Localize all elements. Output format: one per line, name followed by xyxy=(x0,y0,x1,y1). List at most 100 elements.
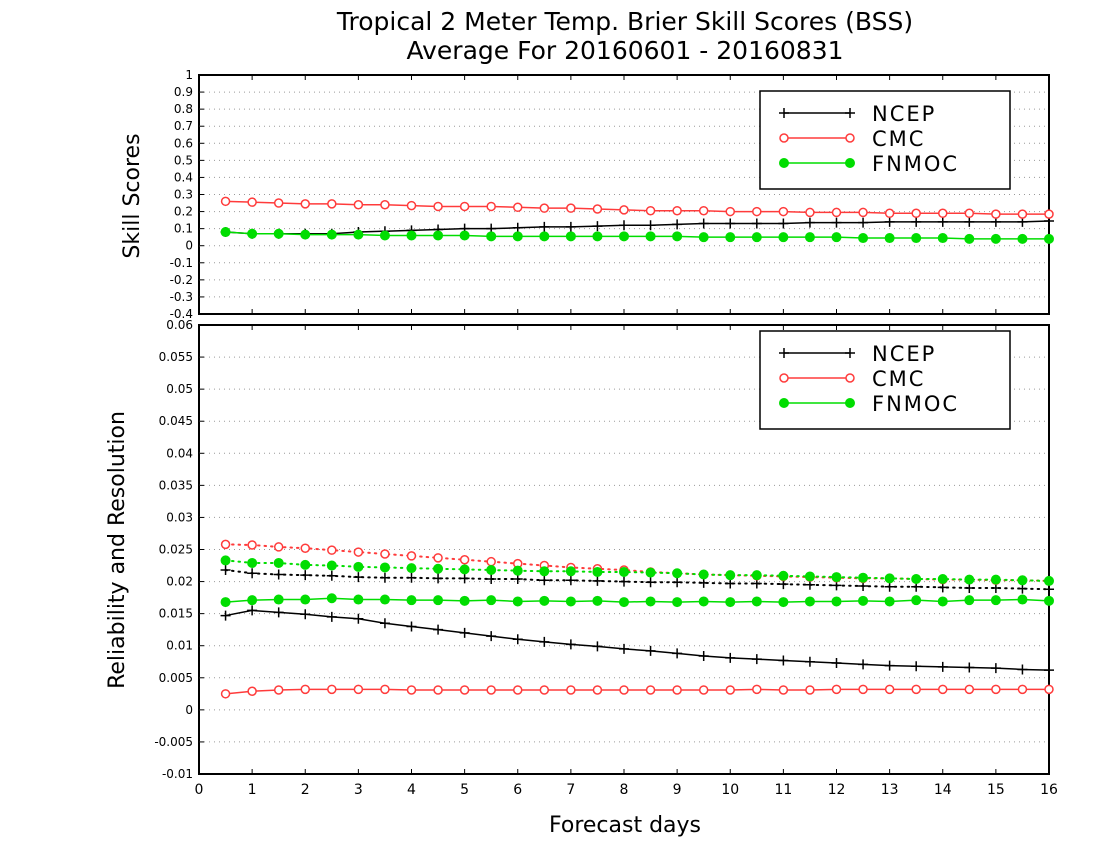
data-point xyxy=(831,596,842,607)
data-point xyxy=(990,663,1001,674)
data-point xyxy=(406,595,417,606)
x-axis-label: Forecast days xyxy=(549,813,701,838)
chart-title: Tropical 2 Meter Temp. Brier Skill Score… xyxy=(336,7,913,36)
data-point xyxy=(858,595,869,606)
data-point xyxy=(512,231,523,242)
data-point xyxy=(805,207,815,218)
data-point xyxy=(1044,209,1054,219)
data-point xyxy=(884,573,895,584)
y-tick-label: 0.1 xyxy=(174,222,193,236)
data-point xyxy=(778,685,789,695)
legend-label-fnmoc: FNMOC xyxy=(872,392,959,416)
data-point xyxy=(220,227,231,238)
data-point xyxy=(1044,684,1054,695)
data-point xyxy=(565,639,576,650)
data-point xyxy=(592,566,603,577)
data-point xyxy=(406,685,417,695)
data-point xyxy=(565,566,576,577)
y-tick-label: -0.4 xyxy=(170,307,193,321)
legend-label-ncep: NCEP xyxy=(872,342,936,366)
data-point xyxy=(937,596,948,607)
data-point xyxy=(433,201,443,212)
data-point xyxy=(433,624,444,635)
data-point xyxy=(327,684,337,695)
data-point xyxy=(300,199,310,209)
x-tick-label: 4 xyxy=(407,782,416,798)
legend-marker xyxy=(845,398,855,408)
y-tick-label: 0.055 xyxy=(159,350,193,364)
y-tick-label: 0.025 xyxy=(159,543,193,557)
data-point xyxy=(326,593,337,604)
data-point xyxy=(672,577,683,588)
y-tick-label: 0.035 xyxy=(159,478,193,492)
x-tick-label: 8 xyxy=(620,782,629,798)
data-point xyxy=(459,230,470,241)
data-point xyxy=(804,656,815,667)
data-point xyxy=(406,551,417,561)
x-tick-label: 2 xyxy=(301,782,310,798)
y-tick-label: 0.3 xyxy=(174,188,193,202)
data-point xyxy=(725,652,736,663)
data-point xyxy=(512,596,523,607)
legend-marker xyxy=(845,348,855,358)
data-point xyxy=(380,549,390,559)
legend-label-ncep: NCEP xyxy=(872,102,936,126)
data-point xyxy=(513,202,523,213)
data-point xyxy=(459,627,470,638)
data-point xyxy=(645,567,656,578)
y-tick-label: 0.015 xyxy=(159,607,193,621)
y-axis-label-skill: Skill Scores xyxy=(120,133,145,258)
data-point xyxy=(858,659,869,670)
y-tick-label: -0.2 xyxy=(170,273,193,287)
y-tick-label: -0.3 xyxy=(170,290,193,304)
data-point xyxy=(539,595,550,606)
y-tick-label: 0 xyxy=(185,239,193,253)
data-point xyxy=(486,595,497,606)
data-point xyxy=(645,596,656,607)
data-point xyxy=(911,595,922,606)
data-point xyxy=(698,218,709,229)
data-point xyxy=(220,196,231,207)
data-point xyxy=(884,233,895,244)
data-point xyxy=(672,648,683,659)
data-point xyxy=(486,201,496,212)
data-point xyxy=(247,540,257,550)
data-point xyxy=(459,201,470,212)
data-point xyxy=(406,230,417,241)
data-point xyxy=(725,578,736,589)
data-point xyxy=(326,611,337,622)
data-point xyxy=(778,570,789,581)
data-point xyxy=(831,572,842,583)
x-tick-label: 11 xyxy=(774,782,792,798)
data-point xyxy=(1017,233,1028,244)
data-point xyxy=(937,574,948,585)
legend-marker xyxy=(779,108,789,118)
data-point xyxy=(539,203,550,213)
data-point xyxy=(459,595,470,606)
x-tick-label: 7 xyxy=(566,782,575,798)
data-point xyxy=(565,575,576,586)
data-point xyxy=(964,595,975,606)
data-point xyxy=(1044,584,1054,595)
data-point xyxy=(884,596,895,607)
data-point xyxy=(938,208,948,219)
y-tick-label: -0.1 xyxy=(170,256,193,270)
data-point xyxy=(379,572,390,583)
series-fnmoc xyxy=(220,227,1054,244)
data-point xyxy=(858,217,869,228)
chart-subtitle: Average For 20160601 - 20160831 xyxy=(406,36,843,65)
data-point xyxy=(1044,665,1054,676)
legend-label-cmc: CMC xyxy=(872,367,925,391)
data-point xyxy=(698,232,709,243)
data-point xyxy=(911,684,921,695)
y-tick-label: 0 xyxy=(185,703,193,717)
data-point xyxy=(1017,583,1028,594)
data-point xyxy=(220,555,231,566)
data-point xyxy=(592,221,603,232)
data-point xyxy=(273,198,284,208)
data-point xyxy=(353,684,364,695)
data-point xyxy=(565,221,576,232)
data-point xyxy=(300,570,311,581)
y-tick-label: 0.7 xyxy=(174,119,193,133)
data-point xyxy=(884,660,895,671)
